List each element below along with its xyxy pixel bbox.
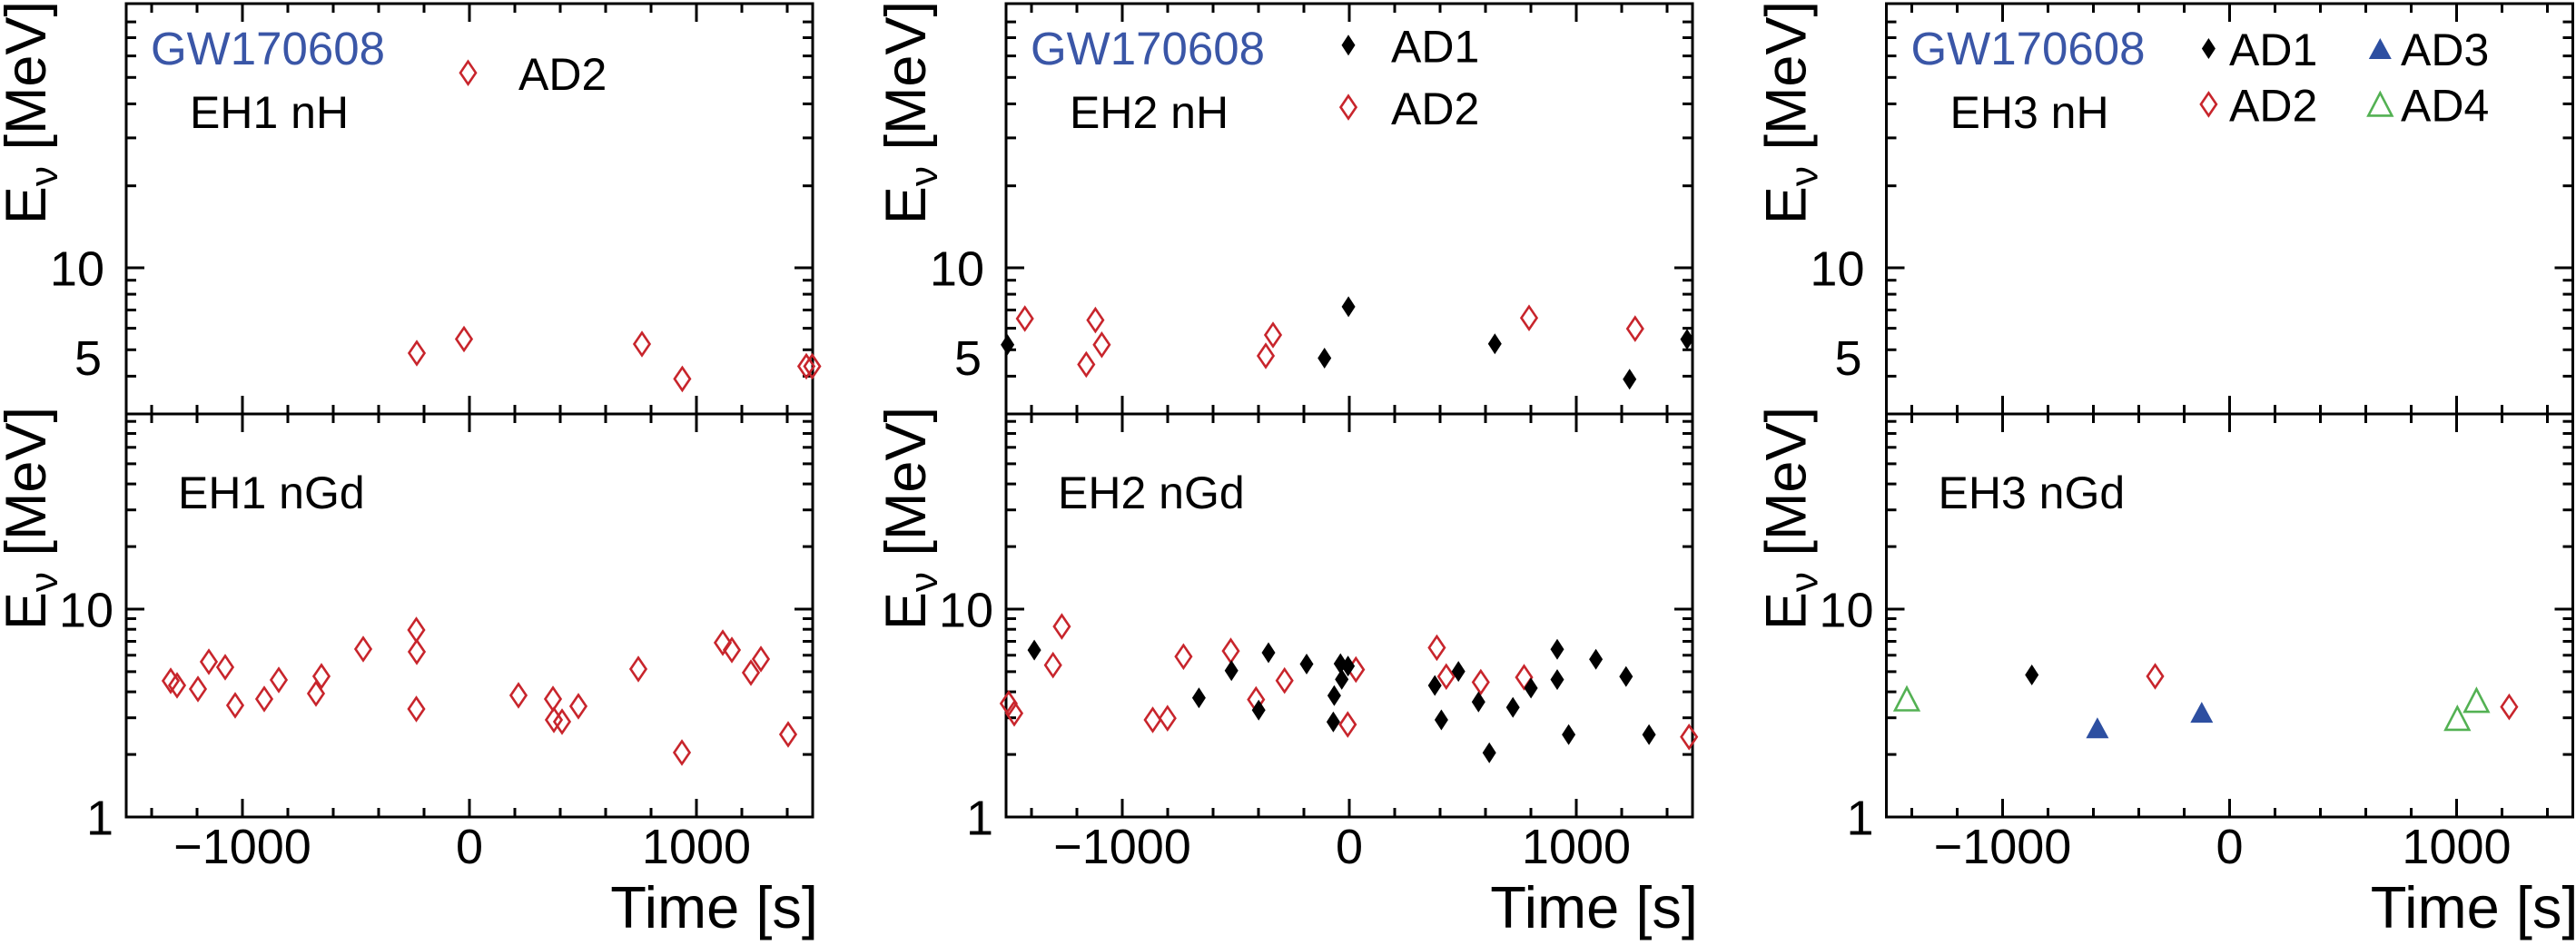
svg-text:10: 10	[1819, 584, 1873, 638]
svg-text:0: 0	[2216, 820, 2243, 874]
svg-text:1000: 1000	[642, 820, 751, 874]
svg-text:AD2: AD2	[2229, 81, 2317, 132]
svg-text:EH1 nH: EH1 nH	[190, 87, 349, 138]
svg-text:Eν [MeV]: Eν [MeV]	[1755, 1, 1827, 224]
svg-text:Time [s]: Time [s]	[1490, 874, 1698, 940]
svg-text:10: 10	[939, 584, 993, 638]
svg-text:1: 1	[966, 792, 993, 846]
svg-text:5: 5	[1834, 331, 1861, 386]
svg-text:Eν [MeV]: Eν [MeV]	[0, 407, 66, 630]
svg-text:AD2: AD2	[518, 49, 607, 100]
svg-text:1000: 1000	[1522, 820, 1631, 874]
svg-text:AD4: AD4	[2401, 81, 2489, 132]
svg-text:AD2: AD2	[1391, 84, 1479, 134]
svg-text:−1000: −1000	[1053, 820, 1191, 874]
svg-text:Time [s]: Time [s]	[2371, 874, 2576, 940]
svg-text:Eν [MeV]: Eν [MeV]	[874, 407, 946, 630]
svg-text:5: 5	[74, 331, 102, 386]
svg-text:1000: 1000	[2402, 820, 2511, 874]
svg-text:10: 10	[50, 242, 104, 297]
svg-text:GW170608: GW170608	[1031, 23, 1265, 74]
svg-text:Time [s]: Time [s]	[610, 874, 818, 940]
svg-text:10: 10	[1810, 242, 1864, 297]
svg-text:EH2 nGd: EH2 nGd	[1058, 468, 1245, 518]
svg-text:EH3 nH: EH3 nH	[1950, 87, 2109, 138]
svg-text:5: 5	[954, 331, 982, 386]
svg-text:AD1: AD1	[1391, 22, 1479, 73]
svg-text:EH2 nH: EH2 nH	[1070, 87, 1229, 138]
svg-text:1: 1	[86, 792, 114, 846]
svg-text:EH1 nGd: EH1 nGd	[178, 468, 365, 518]
svg-text:GW170608: GW170608	[151, 23, 385, 74]
svg-text:10: 10	[59, 584, 114, 638]
svg-text:−1000: −1000	[1934, 820, 2072, 874]
svg-text:GW170608: GW170608	[1911, 23, 2146, 74]
svg-text:Eν [MeV]: Eν [MeV]	[1755, 407, 1827, 630]
svg-text:0: 0	[1336, 820, 1363, 874]
svg-text:10: 10	[930, 242, 984, 297]
svg-text:AD3: AD3	[2401, 25, 2489, 75]
svg-text:Eν [MeV]: Eν [MeV]	[874, 1, 946, 224]
svg-text:Eν [MeV]: Eν [MeV]	[0, 1, 66, 224]
svg-text:EH3 nGd: EH3 nGd	[1939, 468, 2126, 518]
svg-text:1: 1	[1846, 792, 1873, 846]
svg-text:AD1: AD1	[2229, 25, 2317, 75]
svg-text:−1000: −1000	[173, 820, 311, 874]
svg-text:0: 0	[456, 820, 483, 874]
